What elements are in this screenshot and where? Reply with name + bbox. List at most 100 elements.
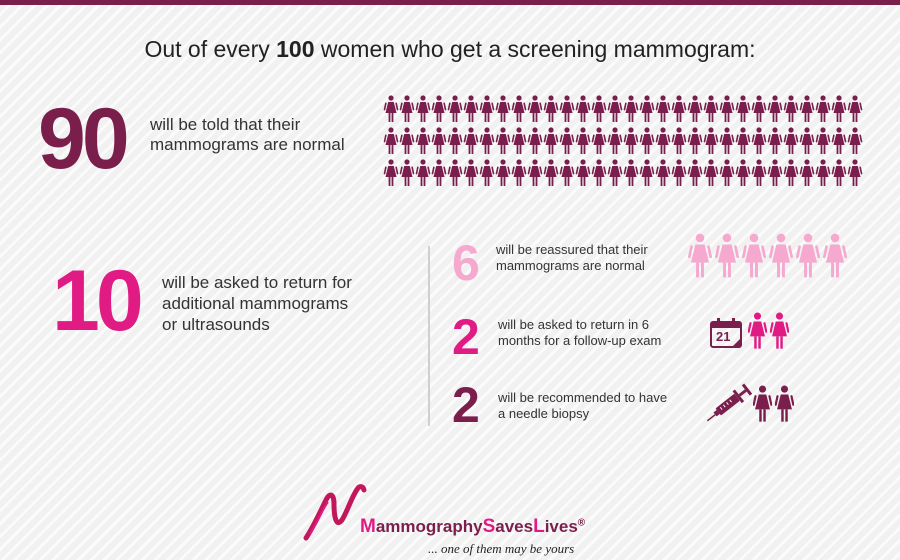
- woman-icon: [735, 127, 751, 159]
- woman-icon: [511, 159, 527, 191]
- woman-icon: [769, 233, 793, 284]
- woman-icon: [799, 95, 815, 127]
- woman-icon: [655, 127, 671, 159]
- woman-icon: [399, 95, 415, 127]
- stat-10-number: 10: [52, 253, 144, 349]
- woman-icon: [575, 95, 591, 127]
- woman-icon: [639, 127, 655, 159]
- woman-icon: [719, 95, 735, 127]
- woman-icon: [799, 127, 815, 159]
- woman-icon: [687, 159, 703, 191]
- logo-m: M: [360, 516, 376, 537]
- woman-icon: [715, 233, 739, 284]
- woman-icon: [847, 95, 863, 127]
- stat-6-line1: will be reassured that their: [496, 242, 648, 257]
- logo-l: L: [533, 516, 545, 537]
- woman-icon: [607, 127, 623, 159]
- woman-icon: [591, 159, 607, 191]
- women-grid-90: [383, 95, 863, 191]
- woman-icon: [735, 95, 751, 127]
- woman-icon: [479, 95, 495, 127]
- woman-icon: [831, 159, 847, 191]
- women-grid-row: [383, 159, 863, 191]
- stat-6-line2: mammograms are normal: [496, 258, 645, 273]
- woman-icon: [527, 95, 543, 127]
- woman-icon: [575, 127, 591, 159]
- woman-icon: [703, 159, 719, 191]
- woman-icon: [687, 95, 703, 127]
- stat-2b-number: 2: [452, 377, 480, 433]
- stat-2b-line2: a needle biopsy: [498, 406, 590, 421]
- woman-icon: [495, 159, 511, 191]
- logo-part2: aves: [495, 517, 534, 536]
- woman-icon: [815, 95, 831, 127]
- ribbon-icon: [300, 482, 370, 549]
- stat-10-text: will be asked to return for additional m…: [162, 272, 352, 335]
- woman-icon: [415, 159, 431, 191]
- stat-2b-text: will be recommended to have a needle bio…: [498, 390, 667, 422]
- woman-icon: [815, 159, 831, 191]
- woman-icon: [447, 127, 463, 159]
- woman-icon: [543, 159, 559, 191]
- woman-icon: [591, 127, 607, 159]
- stat-90-line2: mammograms are normal: [150, 135, 345, 154]
- woman-icon: [463, 127, 479, 159]
- woman-icon: [575, 159, 591, 191]
- woman-icon: [511, 95, 527, 127]
- woman-icon: [383, 127, 399, 159]
- section-divider: [428, 246, 430, 426]
- woman-icon: [447, 159, 463, 191]
- woman-icon: [607, 159, 623, 191]
- stat-10-line1: will be asked to return for: [162, 273, 352, 292]
- calendar-day: 21: [716, 329, 731, 344]
- woman-icon: [847, 127, 863, 159]
- stat-90-number: 90: [38, 91, 130, 187]
- woman-icon: [799, 159, 815, 191]
- woman-icon: [671, 127, 687, 159]
- calendar-icon: 21: [710, 318, 742, 348]
- woman-icon: [703, 95, 719, 127]
- women-row-2a: [747, 312, 790, 355]
- women-row-6: [688, 233, 847, 284]
- woman-icon: [823, 233, 847, 284]
- stat-6-text: will be reassured that their mammograms …: [496, 242, 648, 274]
- woman-icon: [671, 159, 687, 191]
- woman-icon: [399, 127, 415, 159]
- woman-icon: [767, 95, 783, 127]
- stat-90-text: will be told that their mammograms are n…: [150, 115, 345, 155]
- stat-2a-line2: months for a follow-up exam: [498, 333, 662, 348]
- tagline: ... one of them may be yours: [428, 541, 575, 556]
- page-headline: Out of every 100 women who get a screeni…: [0, 36, 900, 63]
- headline-count: 100: [276, 36, 315, 62]
- woman-icon: [719, 159, 735, 191]
- woman-icon: [703, 127, 719, 159]
- woman-icon: [559, 95, 575, 127]
- woman-icon: [639, 159, 655, 191]
- woman-icon: [774, 385, 795, 428]
- woman-icon: [831, 127, 847, 159]
- woman-icon: [747, 312, 768, 355]
- woman-icon: [623, 95, 639, 127]
- woman-icon: [688, 233, 712, 284]
- syringe-icon: [700, 383, 756, 432]
- woman-icon: [399, 159, 415, 191]
- woman-icon: [463, 159, 479, 191]
- woman-icon: [431, 95, 447, 127]
- woman-icon: [752, 385, 773, 428]
- logo-part3: ives: [544, 517, 578, 536]
- woman-icon: [783, 159, 799, 191]
- stat-2b-line1: will be recommended to have: [498, 390, 668, 405]
- woman-icon: [815, 127, 831, 159]
- stat-2a-text: will be asked to return in 6 months for …: [498, 317, 661, 349]
- woman-icon: [415, 95, 431, 127]
- stat-90-line1: will be told that their: [150, 115, 301, 134]
- woman-icon: [742, 233, 766, 284]
- stat-2a-line1: will be asked to return in 6: [498, 317, 650, 332]
- woman-icon: [623, 159, 639, 191]
- woman-icon: [607, 95, 623, 127]
- woman-icon: [479, 159, 495, 191]
- woman-icon: [847, 159, 863, 191]
- woman-icon: [719, 127, 735, 159]
- woman-icon: [447, 95, 463, 127]
- women-grid-row: [383, 127, 863, 159]
